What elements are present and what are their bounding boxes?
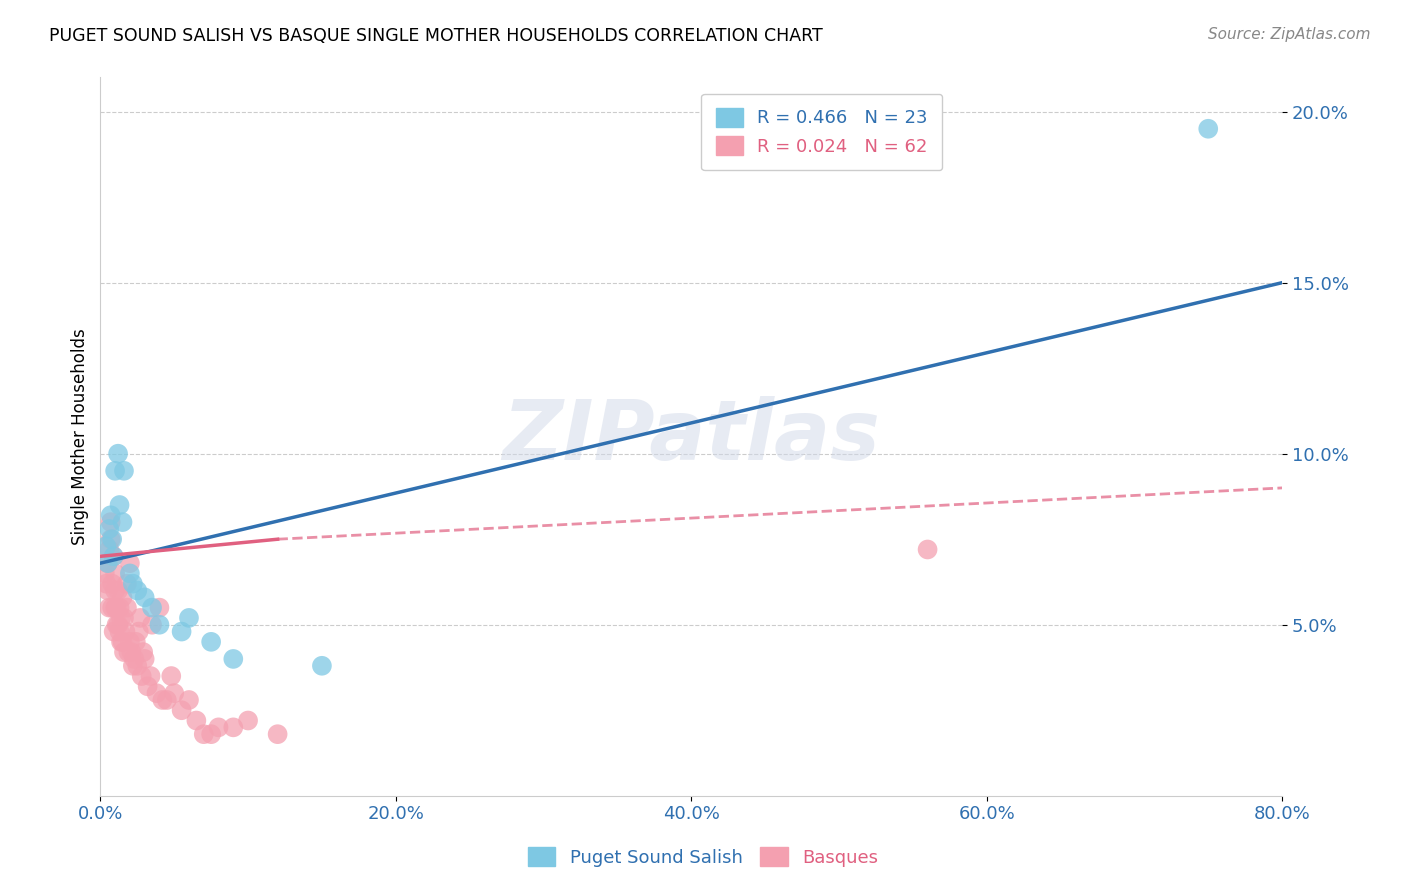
Point	[1197, 121, 1219, 136]
Point	[156, 693, 179, 707]
Point	[222, 652, 245, 666]
Point	[108, 498, 131, 512]
Point	[141, 617, 163, 632]
Point	[104, 464, 127, 478]
Point	[150, 693, 173, 707]
Legend: R = 0.466   N = 23, R = 0.024   N = 62: R = 0.466 N = 23, R = 0.024 N = 62	[702, 94, 942, 170]
Point	[163, 686, 186, 700]
Point	[97, 583, 120, 598]
Point	[145, 686, 167, 700]
Point	[129, 611, 152, 625]
Point	[94, 566, 117, 581]
Point	[148, 600, 170, 615]
Point	[96, 576, 118, 591]
Point	[111, 515, 134, 529]
Point	[105, 617, 128, 632]
Text: PUGET SOUND SALISH VS BASQUE SINGLE MOTHER HOUSEHOLDS CORRELATION CHART: PUGET SOUND SALISH VS BASQUE SINGLE MOTH…	[49, 27, 823, 45]
Point	[177, 693, 200, 707]
Point	[111, 635, 134, 649]
Point	[118, 556, 141, 570]
Point	[101, 533, 124, 547]
Text: ZIPatlas: ZIPatlas	[502, 396, 880, 477]
Point	[170, 624, 193, 639]
Point	[170, 703, 193, 717]
Point	[266, 727, 288, 741]
Point	[101, 576, 124, 591]
Point	[100, 508, 122, 523]
Point	[117, 645, 139, 659]
Point	[104, 566, 127, 581]
Point	[104, 583, 127, 598]
Point	[125, 635, 148, 649]
Point	[115, 600, 138, 615]
Point	[98, 600, 121, 615]
Point	[110, 611, 132, 625]
Point	[103, 624, 125, 639]
Point	[108, 624, 131, 639]
Point	[114, 624, 136, 639]
Point	[134, 652, 156, 666]
Point	[111, 591, 134, 605]
Point	[104, 600, 127, 615]
Point	[186, 714, 208, 728]
Point	[107, 617, 129, 632]
Point	[131, 669, 153, 683]
Point	[917, 542, 939, 557]
Point	[222, 720, 245, 734]
Point	[110, 635, 132, 649]
Point	[207, 720, 229, 734]
Point	[101, 600, 124, 615]
Point	[98, 542, 121, 557]
Point	[103, 549, 125, 564]
Point	[121, 576, 143, 591]
Point	[112, 464, 135, 478]
Point	[127, 583, 149, 598]
Point	[200, 727, 222, 741]
Point	[311, 658, 333, 673]
Text: Source: ZipAtlas.com: Source: ZipAtlas.com	[1208, 27, 1371, 42]
Point	[139, 669, 162, 683]
Point	[132, 645, 155, 659]
Point	[136, 679, 159, 693]
Legend: Puget Sound Salish, Basques: Puget Sound Salish, Basques	[520, 840, 886, 874]
Point	[177, 611, 200, 625]
Y-axis label: Single Mother Households: Single Mother Households	[72, 328, 89, 545]
Point	[120, 645, 142, 659]
Point	[97, 556, 120, 570]
Point	[103, 549, 125, 564]
Point	[193, 727, 215, 741]
Point	[100, 533, 122, 547]
Point	[105, 600, 128, 615]
Point	[134, 591, 156, 605]
Point	[97, 556, 120, 570]
Point	[107, 447, 129, 461]
Point	[96, 539, 118, 553]
Point	[100, 515, 122, 529]
Point	[118, 635, 141, 649]
Point	[98, 522, 121, 536]
Point	[148, 617, 170, 632]
Point	[118, 566, 141, 581]
Point	[108, 600, 131, 615]
Point	[124, 652, 146, 666]
Point	[160, 669, 183, 683]
Point	[112, 611, 135, 625]
Point	[141, 600, 163, 615]
Point	[236, 714, 259, 728]
Point	[127, 658, 149, 673]
Point	[200, 635, 222, 649]
Point	[107, 583, 129, 598]
Point	[128, 624, 150, 639]
Point	[112, 645, 135, 659]
Point	[121, 658, 143, 673]
Point	[115, 576, 138, 591]
